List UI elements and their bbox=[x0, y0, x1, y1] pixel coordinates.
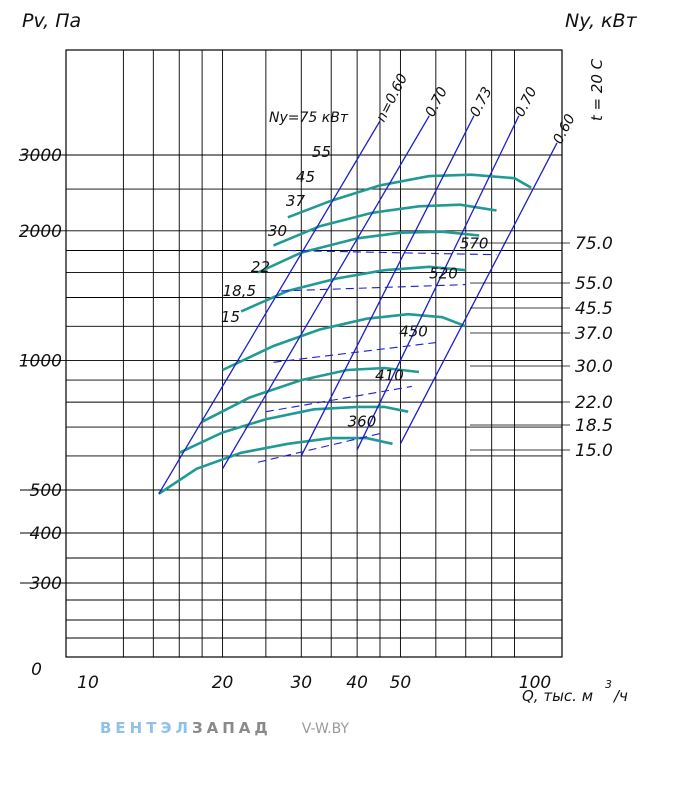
power-right-label: 37.0 bbox=[575, 324, 613, 344]
x-tick-label: 30 bbox=[290, 673, 312, 693]
power-note-label: Ny=75 кВт bbox=[269, 110, 349, 126]
y-tick-label: 0 bbox=[31, 660, 42, 680]
power-marker-label: 55 bbox=[312, 143, 331, 161]
pressure-curve bbox=[201, 366, 420, 423]
pressure-curve bbox=[158, 436, 393, 495]
speed-line bbox=[273, 342, 436, 363]
y-tick-label: 500 bbox=[30, 481, 62, 501]
efficiency-label: 0.70 bbox=[423, 84, 451, 119]
efficiency-label: 0.70 bbox=[512, 84, 540, 119]
y-tick-label: 3000 bbox=[19, 146, 62, 166]
x-tick-label: 50 bbox=[390, 673, 412, 693]
speed-label: 450 bbox=[399, 323, 428, 341]
efficiency-line bbox=[399, 142, 558, 445]
speed-label: 520 bbox=[429, 265, 458, 283]
y-tick-label: 2000 bbox=[19, 222, 62, 242]
pressure-curve bbox=[287, 173, 532, 219]
brand-part2: ЗАПАД bbox=[191, 719, 272, 737]
speed-label: 410 bbox=[375, 366, 404, 384]
efficiency-line bbox=[158, 120, 381, 495]
power-marker-label: 15 bbox=[221, 308, 240, 326]
power-marker-label: 18,5 bbox=[223, 282, 256, 300]
x-tick-label: 100 bbox=[519, 673, 551, 693]
x-axis-unit-exponent: 3 bbox=[605, 678, 612, 691]
pressure-curve bbox=[273, 203, 497, 247]
power-marker-label: 45 bbox=[296, 168, 315, 186]
y-tick-label: 400 bbox=[30, 524, 62, 544]
efficiency-line bbox=[300, 115, 475, 457]
power-marker-label: 22 bbox=[251, 258, 270, 276]
efficiency-label: 0.60 bbox=[550, 112, 578, 147]
power-right-label: 22.0 bbox=[575, 393, 613, 413]
power-right-label: 30.0 bbox=[575, 357, 613, 377]
speed-label: 570 bbox=[460, 235, 489, 253]
pressure-curve bbox=[257, 230, 480, 274]
pressure-curve bbox=[222, 312, 467, 372]
power-marker-label: 37 bbox=[286, 192, 306, 210]
power-right-label: 45.5 bbox=[575, 299, 613, 319]
power-right-label: 15.0 bbox=[575, 441, 613, 461]
pv-axis-title: Pv, Па bbox=[22, 10, 82, 32]
temperature-label: t = 20 C bbox=[588, 58, 606, 121]
efficiency-line bbox=[356, 115, 520, 451]
speed-line bbox=[280, 284, 466, 292]
x-tick-label: 10 bbox=[77, 673, 99, 693]
x-tick-label: 40 bbox=[346, 673, 368, 693]
plot-frame bbox=[65, 49, 563, 658]
brand-part1: ВЕНТЭЛ bbox=[100, 719, 192, 737]
speed-line bbox=[265, 385, 412, 413]
speed-line bbox=[287, 249, 497, 256]
pressure-curve bbox=[240, 265, 466, 313]
ny-axis-title: Ny, кВт bbox=[565, 10, 637, 32]
x-axis-unit-tail: /ч bbox=[612, 687, 628, 705]
y-tick-label: 1000 bbox=[19, 351, 62, 371]
y-tick-label: 300 bbox=[30, 574, 62, 594]
speed-line bbox=[257, 431, 385, 463]
power-right-label: 55.0 bbox=[575, 274, 613, 294]
efficiency-label: n=0.60 bbox=[373, 71, 411, 124]
power-marker-label: 30 bbox=[268, 222, 287, 240]
efficiency-line bbox=[221, 115, 430, 470]
brand-watermark: ВЕНТЭЛЗАПАД V-W.BY bbox=[100, 719, 349, 737]
speed-label: 360 bbox=[348, 413, 377, 431]
power-right-label: 75.0 bbox=[575, 234, 613, 254]
brand-site: V-W.BY bbox=[301, 721, 350, 737]
pressure-curve bbox=[178, 405, 409, 454]
x-tick-label: 20 bbox=[212, 673, 234, 693]
power-right-label: 18.5 bbox=[575, 416, 613, 436]
x-axis-unit: Q, тыс. м bbox=[522, 687, 593, 705]
